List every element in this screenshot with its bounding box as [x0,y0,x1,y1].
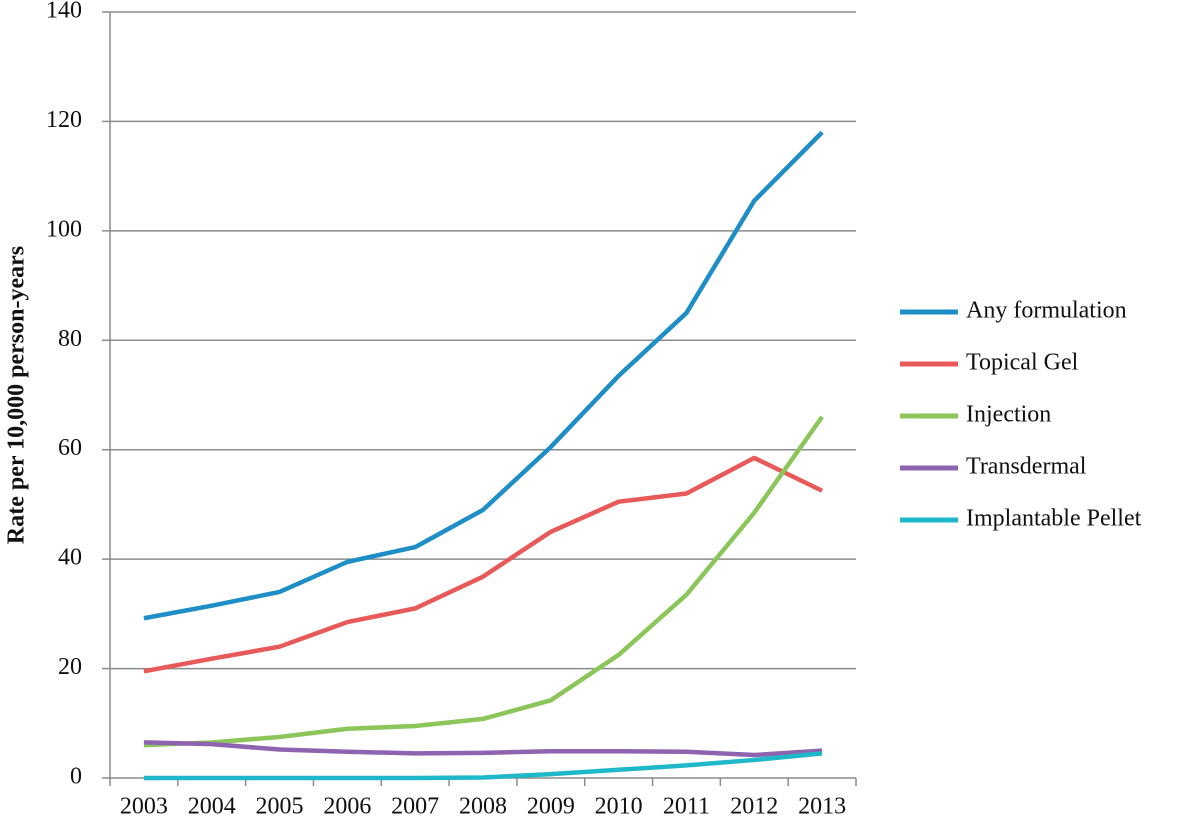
y-tick-label: 140 [46,0,82,24]
x-tick-label: 2008 [459,794,507,820]
y-tick-label: 20 [58,654,82,680]
y-tick-label: 0 [70,764,82,790]
x-tick-label: 2012 [730,794,778,820]
x-tick-label: 2006 [323,794,371,820]
series-line [143,740,823,758]
y-tick-label: 80 [58,326,82,352]
x-tick-label: 2010 [595,794,643,820]
x-tick-label: 2011 [663,794,710,820]
legend-label: Implantable Pellet [966,506,1142,532]
legend-label: Topical Gel [966,350,1079,376]
x-tick-label: 2005 [256,794,304,820]
y-tick-label: 100 [46,216,82,242]
legend-label: Injection [966,402,1051,428]
y-tick-label: 120 [46,107,82,133]
x-tick-label: 2004 [188,794,236,820]
series-line [143,130,824,621]
x-tick-label: 2007 [391,794,439,820]
x-tick-label: 2009 [527,794,575,820]
series-line [143,751,823,781]
x-tick-label: 2003 [120,794,168,820]
x-tick-label: 2013 [798,794,846,820]
legend-label: Any formulation [966,298,1127,324]
y-axis-title: Rate per 10,000 person-years [4,246,30,544]
legend-label: Transdermal [966,454,1087,480]
series-line [143,455,824,674]
series-line [143,415,824,748]
y-tick-label: 60 [58,435,82,461]
y-tick-label: 40 [58,545,82,571]
